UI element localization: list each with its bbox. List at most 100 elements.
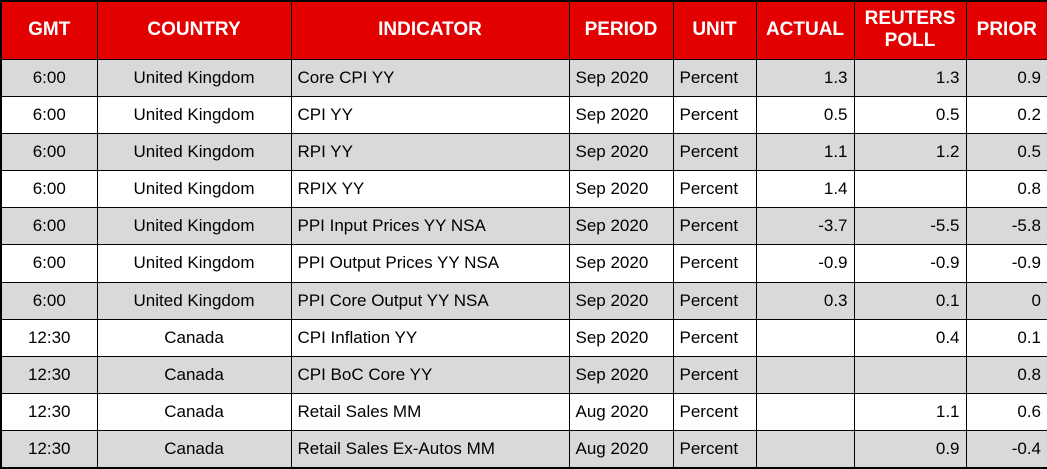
cell-actual	[755, 430, 855, 469]
cell-gmt: 12:30	[0, 393, 98, 432]
cell-reuters-poll: 1.3	[853, 58, 967, 97]
table-row: 6:00 United Kingdom CPI YY Sep 2020 Perc…	[0, 95, 1047, 134]
cell-unit: Percent	[672, 281, 757, 320]
cell-reuters-poll: 1.2	[853, 132, 967, 172]
cell-actual	[755, 355, 855, 395]
cell-reuters-poll	[853, 170, 967, 209]
cell-unit: Percent	[672, 58, 757, 97]
cell-prior: 0.5	[965, 132, 1047, 172]
cell-prior: -0.4	[965, 430, 1047, 469]
cell-country: United Kingdom	[96, 132, 292, 172]
table-row: 6:00 United Kingdom PPI Output Prices YY…	[0, 244, 1047, 283]
cell-indicator: RPIX YY	[290, 170, 570, 209]
cell-gmt: 6:00	[0, 281, 98, 320]
table-row: 12:30 Canada Retail Sales Ex-Autos MM Au…	[0, 430, 1047, 469]
cell-actual	[755, 393, 855, 432]
header-prior: PRIOR	[965, 0, 1047, 60]
cell-country: Canada	[96, 355, 292, 395]
cell-gmt: 6:00	[0, 58, 98, 97]
cell-period: Aug 2020	[568, 393, 674, 432]
cell-actual: 1.1	[755, 132, 855, 172]
cell-prior: 0	[965, 281, 1047, 320]
cell-unit: Percent	[672, 355, 757, 395]
cell-indicator: CPI BoC Core YY	[290, 355, 570, 395]
cell-indicator: Core CPI YY	[290, 58, 570, 97]
cell-period: Sep 2020	[568, 207, 674, 246]
cell-actual: 1.4	[755, 170, 855, 209]
cell-gmt: 12:30	[0, 430, 98, 469]
cell-unit: Percent	[672, 132, 757, 172]
table-row: 12:30 Canada CPI Inflation YY Sep 2020 P…	[0, 318, 1047, 357]
cell-unit: Percent	[672, 430, 757, 469]
header-country: COUNTRY	[96, 0, 292, 60]
cell-gmt: 6:00	[0, 95, 98, 134]
cell-actual: -0.9	[755, 244, 855, 283]
header-gmt: GMT	[0, 0, 98, 60]
cell-gmt: 12:30	[0, 318, 98, 357]
cell-actual: 1.3	[755, 58, 855, 97]
table-row: 6:00 United Kingdom PPI Input Prices YY …	[0, 207, 1047, 246]
cell-period: Sep 2020	[568, 318, 674, 357]
cell-country: United Kingdom	[96, 170, 292, 209]
cell-actual: -3.7	[755, 207, 855, 246]
cell-prior: 0.8	[965, 355, 1047, 395]
cell-reuters-poll	[853, 355, 967, 395]
cell-reuters-poll: 0.1	[853, 281, 967, 320]
cell-country: United Kingdom	[96, 207, 292, 246]
cell-gmt: 12:30	[0, 355, 98, 395]
cell-gmt: 6:00	[0, 170, 98, 209]
header-unit: UNIT	[672, 0, 757, 60]
cell-actual: 0.5	[755, 95, 855, 134]
cell-indicator: Retail Sales MM	[290, 393, 570, 432]
cell-prior: 0.6	[965, 393, 1047, 432]
cell-unit: Percent	[672, 318, 757, 357]
cell-gmt: 6:00	[0, 132, 98, 172]
cell-indicator: PPI Core Output YY NSA	[290, 281, 570, 320]
cell-reuters-poll: -5.5	[853, 207, 967, 246]
cell-country: United Kingdom	[96, 244, 292, 283]
cell-period: Aug 2020	[568, 430, 674, 469]
cell-prior: -5.8	[965, 207, 1047, 246]
cell-prior: 0.8	[965, 170, 1047, 209]
table-body: 6:00 United Kingdom Core CPI YY Sep 2020…	[0, 58, 1047, 469]
cell-gmt: 6:00	[0, 244, 98, 283]
cell-reuters-poll: 1.1	[853, 393, 967, 432]
table-row: 6:00 United Kingdom RPI YY Sep 2020 Perc…	[0, 132, 1047, 172]
cell-country: United Kingdom	[96, 58, 292, 97]
cell-actual: 0.3	[755, 281, 855, 320]
cell-reuters-poll: 0.4	[853, 318, 967, 357]
cell-gmt: 6:00	[0, 207, 98, 246]
table-row: 6:00 United Kingdom Core CPI YY Sep 2020…	[0, 58, 1047, 97]
cell-unit: Percent	[672, 244, 757, 283]
cell-period: Sep 2020	[568, 58, 674, 97]
cell-reuters-poll: 0.9	[853, 430, 967, 469]
table-row: 6:00 United Kingdom RPIX YY Sep 2020 Per…	[0, 170, 1047, 209]
cell-indicator: Retail Sales Ex-Autos MM	[290, 430, 570, 469]
header-indicator: INDICATOR	[290, 0, 570, 60]
cell-prior: 0.1	[965, 318, 1047, 357]
cell-period: Sep 2020	[568, 95, 674, 134]
cell-period: Sep 2020	[568, 170, 674, 209]
table-row: 6:00 United Kingdom PPI Core Output YY N…	[0, 281, 1047, 320]
cell-prior: 0.9	[965, 58, 1047, 97]
cell-country: United Kingdom	[96, 95, 292, 134]
cell-country: Canada	[96, 393, 292, 432]
table-row: 12:30 Canada Retail Sales MM Aug 2020 Pe…	[0, 393, 1047, 432]
cell-prior: 0.2	[965, 95, 1047, 134]
cell-reuters-poll: 0.5	[853, 95, 967, 134]
cell-period: Sep 2020	[568, 132, 674, 172]
cell-indicator: CPI Inflation YY	[290, 318, 570, 357]
header-period: PERIOD	[568, 0, 674, 60]
cell-indicator: PPI Output Prices YY NSA	[290, 244, 570, 283]
cell-indicator: PPI Input Prices YY NSA	[290, 207, 570, 246]
header-actual: ACTUAL	[755, 0, 855, 60]
cell-country: United Kingdom	[96, 281, 292, 320]
cell-country: Canada	[96, 430, 292, 469]
cell-actual	[755, 318, 855, 357]
header-reuters-poll: REUTERS POLL	[853, 0, 967, 60]
cell-period: Sep 2020	[568, 244, 674, 283]
header-row: GMT COUNTRY INDICATOR PERIOD UNIT ACTUAL…	[0, 0, 1047, 60]
cell-unit: Percent	[672, 393, 757, 432]
cell-country: Canada	[96, 318, 292, 357]
